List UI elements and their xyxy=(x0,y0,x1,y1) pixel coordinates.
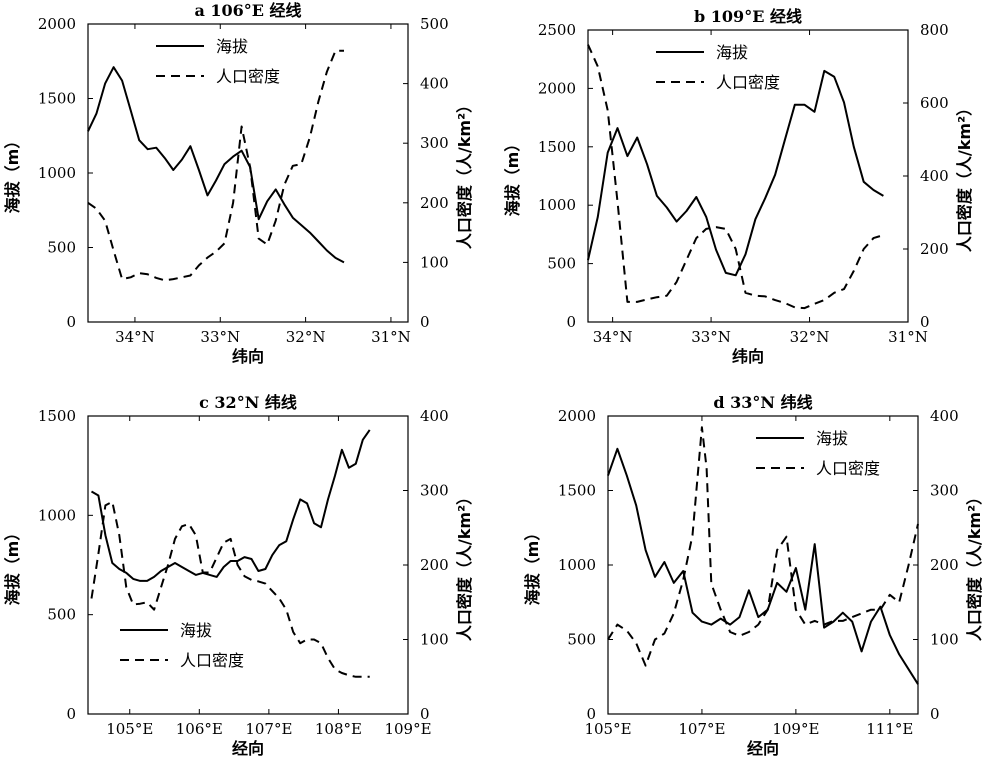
legend-label: 人口密度 xyxy=(716,73,780,92)
x-tick-label: 31°N xyxy=(888,328,928,346)
y2-tick-label: 800 xyxy=(920,21,949,39)
y-tick-label: 2500 xyxy=(538,21,576,39)
y-tick-label: 2000 xyxy=(558,407,596,425)
x-tick-label: 109°E xyxy=(384,720,431,738)
y2-tick-label: 0 xyxy=(930,705,940,723)
y2-tick-label: 500 xyxy=(420,15,449,33)
y-tick-label: 2000 xyxy=(38,15,76,33)
elevation-line xyxy=(587,69,884,277)
x-axis-label: 经向 xyxy=(747,739,779,758)
legend-label: 人口密度 xyxy=(216,67,280,86)
y2-tick-label: 200 xyxy=(930,556,959,574)
y2-tick-label: 100 xyxy=(420,253,449,271)
legend-label: 人口密度 xyxy=(816,459,880,478)
legend-label: 海拔 xyxy=(716,43,748,62)
chart-title: a 106°E 经线 xyxy=(194,1,301,20)
y2-tick-label: 0 xyxy=(920,313,930,331)
elevation-line xyxy=(90,429,371,582)
x-axis-label: 纬向 xyxy=(232,347,264,366)
y2-tick-label: 400 xyxy=(930,407,959,425)
y-tick-label: 0 xyxy=(66,313,76,331)
population-density-line xyxy=(87,49,344,282)
legend-label: 海拔 xyxy=(180,621,212,640)
y2-axis-label: 人口密度（人/km²） xyxy=(955,100,974,252)
x-axis-label: 纬向 xyxy=(732,347,764,366)
elevation-line xyxy=(87,66,345,264)
x-tick-label: 34°N xyxy=(115,328,155,346)
x-tick-label: 105°E xyxy=(584,720,631,738)
y2-tick-label: 0 xyxy=(420,705,430,723)
y2-tick-label: 0 xyxy=(420,313,430,331)
y-axis-label: 海拔（m） xyxy=(3,525,22,606)
y2-tick-label: 200 xyxy=(420,556,449,574)
y2-axis-label: 人口密度（人/km²） xyxy=(965,489,984,641)
y-tick-label: 500 xyxy=(47,606,76,624)
x-tick-label: 111°E xyxy=(866,720,913,738)
y-tick-label: 500 xyxy=(47,239,76,257)
x-tick-label: 107°E xyxy=(678,720,725,738)
y-tick-label: 0 xyxy=(66,705,76,723)
y2-tick-label: 400 xyxy=(920,167,949,185)
plot-frame xyxy=(87,415,409,715)
y-tick-label: 1500 xyxy=(538,138,576,156)
y2-axis-label: 人口密度（人/km²） xyxy=(455,97,474,249)
y-tick-label: 1000 xyxy=(558,556,596,574)
y2-tick-label: 600 xyxy=(920,94,949,112)
x-tick-label: 106°E xyxy=(176,720,223,738)
y2-tick-label: 300 xyxy=(420,134,449,152)
y-axis-label: 海拔（m） xyxy=(503,136,522,217)
x-tick-label: 33°N xyxy=(691,328,731,346)
y-tick-label: 1000 xyxy=(38,506,76,524)
population-density-line xyxy=(90,500,370,678)
legend-label: 海拔 xyxy=(216,37,248,56)
y2-tick-label: 400 xyxy=(420,75,449,93)
y-tick-label: 1000 xyxy=(38,164,76,182)
y2-tick-label: 100 xyxy=(420,631,449,649)
population-density-line xyxy=(607,426,919,667)
x-tick-label: 105°E xyxy=(106,720,153,738)
y-tick-label: 2000 xyxy=(538,79,576,97)
chart-title: d 33°N 纬线 xyxy=(713,393,812,412)
x-tick-label: 109°E xyxy=(772,720,819,738)
y-tick-label: 1500 xyxy=(558,482,596,500)
x-axis-label: 经向 xyxy=(232,739,264,758)
y-axis-label: 海拔（m） xyxy=(3,133,22,214)
x-tick-label: 32°N xyxy=(790,328,830,346)
y2-tick-label: 100 xyxy=(930,631,959,649)
panel-c: c 32°N 纬线 105°E 106°E 107°E 108°E 109°E 经向 0 500… xyxy=(3,393,474,758)
y2-axis-label: 人口密度（人/km²） xyxy=(455,489,474,641)
x-tick-label: 107°E xyxy=(245,720,292,738)
y-tick-label: 1500 xyxy=(38,407,76,425)
y-tick-label: 1000 xyxy=(538,196,576,214)
y-tick-label: 500 xyxy=(547,255,576,273)
legend-label: 人口密度 xyxy=(180,651,244,670)
chart-title: c 32°N 纬线 xyxy=(199,393,297,412)
elevation-line xyxy=(607,447,919,685)
y-tick-label: 0 xyxy=(586,705,596,723)
x-tick-label: 33°N xyxy=(200,328,240,346)
chart-title: b 109°E 经线 xyxy=(694,7,802,26)
panel-b: b 109°E 经线 34°N 33°N 32°N 31°N 纬向 0 500 1000 1500… xyxy=(503,7,974,366)
y2-tick-label: 300 xyxy=(930,482,959,500)
y2-tick-label: 200 xyxy=(420,194,449,212)
y-tick-label: 0 xyxy=(566,313,576,331)
y2-tick-label: 300 xyxy=(420,482,449,500)
x-tick-label: 108°E xyxy=(315,720,362,738)
x-tick-label: 32°N xyxy=(286,328,326,346)
population-density-line xyxy=(587,44,884,310)
y-tick-label: 500 xyxy=(567,631,596,649)
y2-tick-label: 400 xyxy=(420,407,449,425)
x-tick-label: 34°N xyxy=(593,328,633,346)
legend-label: 海拔 xyxy=(816,429,848,448)
x-tick-label: 31°N xyxy=(371,328,411,346)
y2-tick-label: 200 xyxy=(920,240,949,258)
y-axis-label: 海拔（m） xyxy=(523,525,542,606)
y-tick-label: 1500 xyxy=(38,90,76,108)
